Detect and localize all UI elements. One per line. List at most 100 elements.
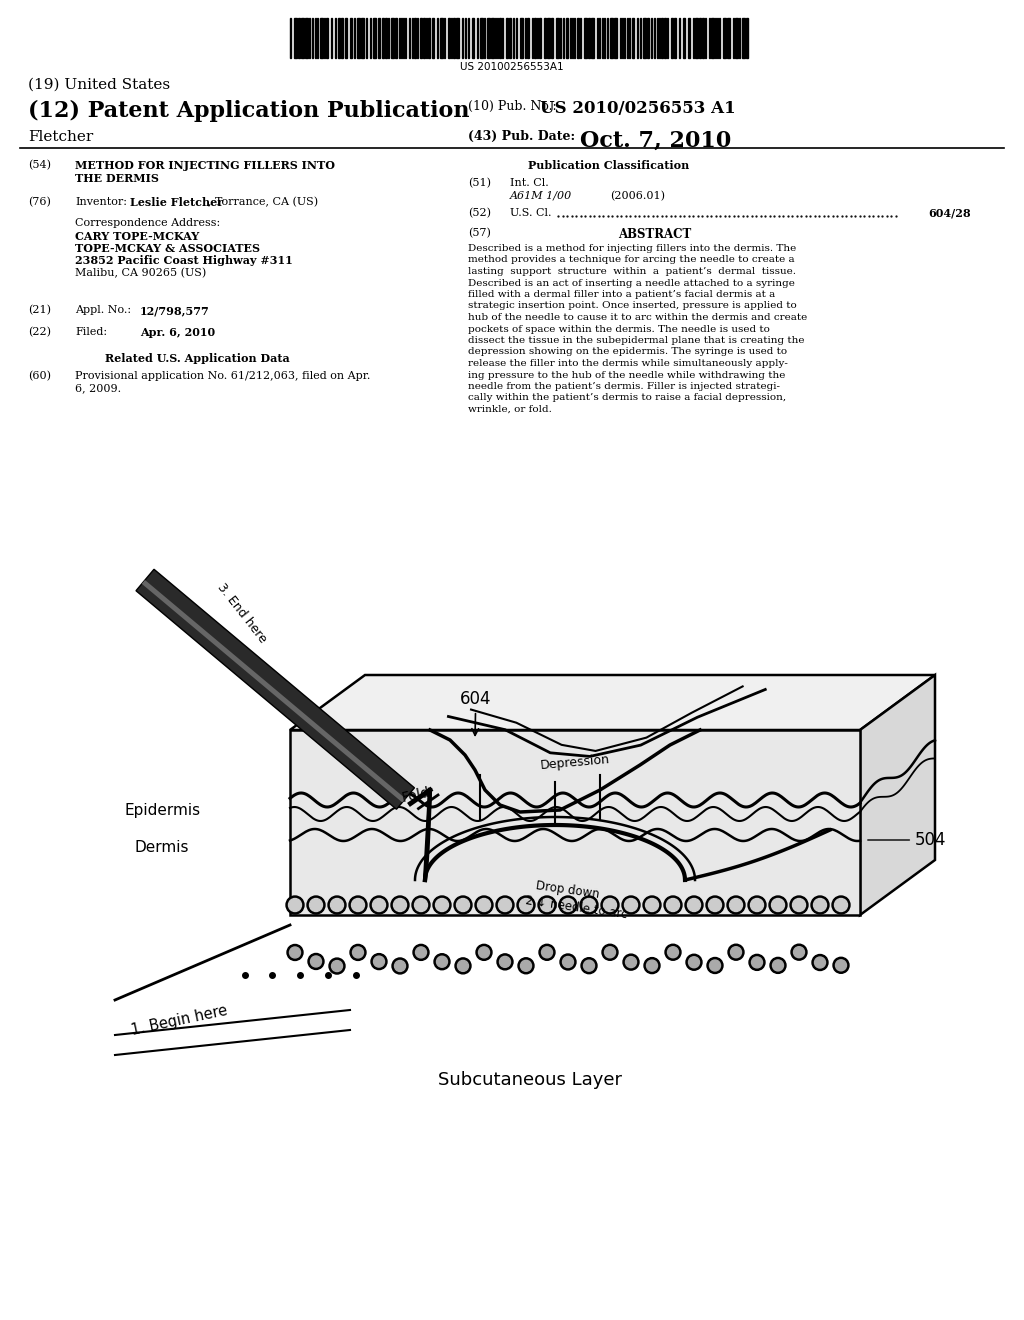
Circle shape xyxy=(476,944,492,961)
Text: Subcutaneous Layer: Subcutaneous Layer xyxy=(438,1071,622,1089)
Text: 604: 604 xyxy=(460,690,492,735)
Bar xyxy=(723,18,726,58)
Bar xyxy=(588,18,590,58)
Text: (19) United States: (19) United States xyxy=(28,78,170,92)
Circle shape xyxy=(542,946,553,958)
Text: Related U.S. Application Data: Related U.S. Application Data xyxy=(105,352,290,364)
Text: (52): (52) xyxy=(468,209,490,218)
Circle shape xyxy=(751,899,764,912)
Bar xyxy=(534,18,536,58)
Bar xyxy=(319,18,323,58)
Bar xyxy=(735,18,738,58)
Circle shape xyxy=(436,956,447,968)
Bar xyxy=(664,18,666,58)
Circle shape xyxy=(290,946,300,958)
Text: A61M 1/00: A61M 1/00 xyxy=(510,190,572,201)
Bar xyxy=(298,18,300,58)
Text: lasting  support  structure  within  a  patient’s  dermal  tissue.: lasting support structure within a patie… xyxy=(468,267,796,276)
Text: (57): (57) xyxy=(468,228,490,239)
Circle shape xyxy=(458,961,469,972)
Text: Inventor:: Inventor: xyxy=(75,197,127,207)
Bar xyxy=(428,18,430,58)
Circle shape xyxy=(500,957,511,968)
Text: Described is a method for injecting fillers into the dermis. The: Described is a method for injecting fill… xyxy=(468,244,797,253)
Circle shape xyxy=(434,954,450,970)
Circle shape xyxy=(561,899,574,912)
Bar xyxy=(420,18,422,58)
Bar xyxy=(556,18,559,58)
Text: Filed:: Filed: xyxy=(75,327,108,337)
Bar xyxy=(544,18,546,58)
Polygon shape xyxy=(290,675,935,730)
Circle shape xyxy=(833,957,849,973)
Circle shape xyxy=(517,896,535,913)
Text: Appl. No.:: Appl. No.: xyxy=(75,305,131,315)
Polygon shape xyxy=(141,579,406,803)
Text: release the filler into the dermis while simultaneously apply-: release the filler into the dermis while… xyxy=(468,359,787,368)
Circle shape xyxy=(790,896,808,913)
Text: wrinkle, or fold.: wrinkle, or fold. xyxy=(468,405,552,414)
Circle shape xyxy=(332,961,342,972)
Circle shape xyxy=(583,899,596,912)
Bar xyxy=(551,18,553,58)
Bar xyxy=(662,18,663,58)
Circle shape xyxy=(665,944,681,960)
Text: Leslie Fletcher: Leslie Fletcher xyxy=(130,197,223,209)
Bar xyxy=(440,18,443,58)
Bar xyxy=(614,18,617,58)
Text: Provisional application No. 61/212,063, filed on Apr.: Provisional application No. 61/212,063, … xyxy=(75,371,371,381)
Text: Fletcher: Fletcher xyxy=(28,129,93,144)
Text: 6, 2009.: 6, 2009. xyxy=(75,384,121,393)
Text: Dermis: Dermis xyxy=(135,841,189,855)
Text: Int. Cl.: Int. Cl. xyxy=(510,178,549,187)
Text: Oct. 7, 2010: Oct. 7, 2010 xyxy=(580,129,731,152)
Circle shape xyxy=(749,954,765,970)
Text: Publication Classification: Publication Classification xyxy=(528,160,689,172)
Circle shape xyxy=(560,954,575,970)
Text: US 2010/0256553 A1: US 2010/0256553 A1 xyxy=(540,100,735,117)
Bar xyxy=(305,18,308,58)
Text: Epidermis: Epidermis xyxy=(125,803,201,817)
Circle shape xyxy=(835,899,848,912)
Bar xyxy=(414,18,416,58)
Circle shape xyxy=(748,896,766,913)
Circle shape xyxy=(688,957,699,968)
Bar xyxy=(385,18,387,58)
Circle shape xyxy=(729,899,742,912)
Bar xyxy=(382,18,384,58)
Bar xyxy=(643,18,646,58)
Circle shape xyxy=(478,946,489,958)
Circle shape xyxy=(539,944,555,961)
Text: (51): (51) xyxy=(468,178,490,189)
Text: needle from the patient’s dermis. Filler is injected strategi-: needle from the patient’s dermis. Filler… xyxy=(468,381,780,391)
Circle shape xyxy=(730,946,741,958)
Bar xyxy=(423,18,425,58)
Circle shape xyxy=(435,899,449,912)
Bar xyxy=(547,18,550,58)
Circle shape xyxy=(687,899,700,912)
Bar xyxy=(674,18,676,58)
Bar xyxy=(378,18,380,58)
Bar xyxy=(345,18,347,58)
Bar xyxy=(487,18,490,58)
Text: Depression: Depression xyxy=(540,752,610,771)
Circle shape xyxy=(352,946,364,958)
Text: (22): (22) xyxy=(28,327,51,338)
Bar xyxy=(301,18,304,58)
Circle shape xyxy=(771,899,784,912)
Bar xyxy=(472,18,474,58)
Bar xyxy=(610,18,613,58)
Bar xyxy=(742,18,745,58)
Circle shape xyxy=(668,946,679,958)
Bar xyxy=(539,18,541,58)
Text: (43) Pub. Date:: (43) Pub. Date: xyxy=(468,129,575,143)
Text: method provides a technique for arcing the needle to create a: method provides a technique for arcing t… xyxy=(468,256,795,264)
Circle shape xyxy=(562,957,573,968)
Circle shape xyxy=(413,944,429,961)
Circle shape xyxy=(497,954,513,970)
Bar xyxy=(702,18,705,58)
Text: dissect the tissue in the subepidermal plane that is creating the: dissect the tissue in the subepidermal p… xyxy=(468,337,805,345)
Circle shape xyxy=(622,896,640,913)
Circle shape xyxy=(584,960,595,972)
Circle shape xyxy=(707,957,723,973)
